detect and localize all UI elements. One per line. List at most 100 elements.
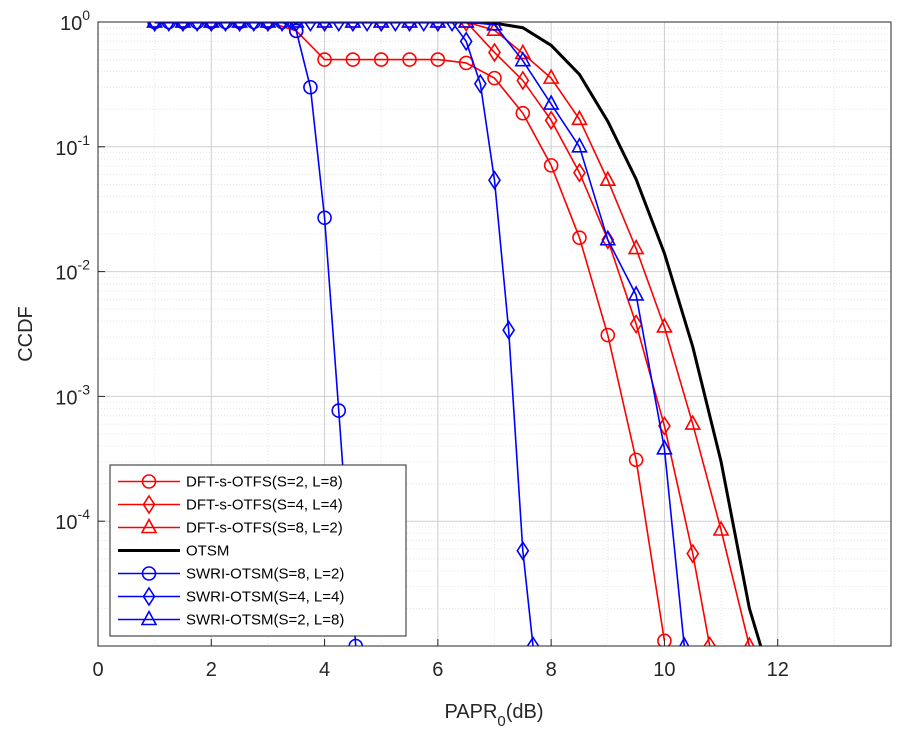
marker bbox=[303, 79, 318, 95]
marker bbox=[142, 494, 156, 515]
marker bbox=[203, 22, 219, 30]
marker bbox=[573, 162, 586, 183]
marker bbox=[429, 22, 447, 28]
marker bbox=[218, 22, 232, 32]
marker bbox=[473, 73, 487, 94]
y-tick-exp: 0 bbox=[82, 7, 90, 23]
marker bbox=[176, 22, 190, 32]
y-tick-label: 10-4 bbox=[55, 506, 90, 534]
marker bbox=[174, 22, 192, 28]
marker bbox=[317, 52, 332, 67]
marker bbox=[274, 22, 290, 30]
marker bbox=[516, 70, 530, 91]
y-tick-exp: -2 bbox=[78, 257, 91, 273]
marker bbox=[331, 403, 347, 418]
marker bbox=[232, 22, 247, 30]
marker bbox=[246, 22, 262, 30]
y-tick-exp: -1 bbox=[78, 132, 91, 148]
legend-label: SWRI-OTSM(S=2, L=8) bbox=[186, 612, 344, 629]
marker bbox=[348, 638, 364, 646]
marker bbox=[402, 52, 417, 67]
legend-label: SWRI-OTSM(S=8, L=2) bbox=[186, 566, 344, 583]
marker bbox=[259, 22, 277, 28]
series-line bbox=[154, 22, 686, 646]
marker bbox=[316, 22, 333, 28]
marker bbox=[488, 42, 501, 63]
marker bbox=[502, 320, 516, 341]
marker bbox=[142, 586, 156, 607]
marker bbox=[218, 22, 233, 30]
y-tick-label: 10-1 bbox=[55, 132, 90, 160]
marker bbox=[657, 415, 671, 436]
marker bbox=[141, 474, 157, 489]
marker bbox=[599, 170, 617, 186]
legend-label: DFT-s-OTFS(S=4, L=4) bbox=[186, 497, 343, 514]
plot-frame bbox=[97, 21, 892, 647]
x-axis-label: PAPR0(dB) bbox=[444, 701, 543, 730]
marker bbox=[360, 22, 374, 32]
marker bbox=[657, 633, 672, 646]
marker bbox=[346, 22, 360, 32]
marker bbox=[516, 540, 530, 561]
marker bbox=[140, 609, 158, 626]
marker bbox=[190, 22, 204, 32]
y-tick-base: 10 bbox=[60, 13, 82, 35]
legend: DFT-s-OTFS(S=2, L=8) DFT-s-OTFS(S=4, L=4)… bbox=[109, 464, 407, 637]
marker bbox=[161, 22, 177, 30]
y-tick-label: 10-2 bbox=[55, 257, 90, 285]
marker bbox=[572, 230, 587, 245]
legend-label: DFT-s-OTFS(S=8, L=2) bbox=[186, 520, 343, 537]
marker bbox=[542, 68, 560, 84]
marker bbox=[140, 517, 158, 534]
marker bbox=[401, 22, 418, 28]
marker bbox=[656, 317, 673, 333]
marker bbox=[202, 22, 220, 28]
marker bbox=[703, 636, 717, 646]
marker bbox=[287, 22, 305, 28]
marker bbox=[303, 22, 317, 32]
marker bbox=[141, 566, 157, 581]
marker bbox=[600, 327, 616, 343]
x-tick-label: 6 bbox=[432, 659, 443, 681]
marker bbox=[147, 22, 162, 30]
y-tick-base: 10 bbox=[55, 387, 77, 409]
marker bbox=[233, 22, 247, 32]
y-tick-exp: -3 bbox=[78, 381, 91, 397]
marker bbox=[431, 22, 445, 32]
marker bbox=[162, 22, 176, 32]
series-line bbox=[154, 22, 666, 641]
marker bbox=[261, 22, 275, 32]
marker bbox=[686, 543, 700, 564]
marker bbox=[514, 43, 532, 60]
marker bbox=[318, 22, 332, 32]
legend-label: DFT-s-OTFS(S=2, L=8) bbox=[186, 474, 343, 491]
x-tick-label: 12 bbox=[767, 659, 789, 681]
marker bbox=[628, 452, 644, 468]
marker bbox=[317, 210, 332, 226]
marker bbox=[542, 94, 560, 110]
x-tick-label: 4 bbox=[319, 659, 330, 681]
marker bbox=[417, 22, 431, 32]
series-line bbox=[154, 22, 763, 646]
y-tick-base: 10 bbox=[55, 138, 77, 160]
y-tick-base: 10 bbox=[55, 263, 77, 285]
marker bbox=[289, 22, 303, 32]
marker bbox=[204, 22, 218, 32]
marker bbox=[656, 439, 673, 455]
marker bbox=[146, 22, 163, 28]
marker bbox=[599, 230, 617, 246]
marker bbox=[679, 636, 690, 646]
marker bbox=[459, 22, 473, 32]
marker bbox=[430, 52, 446, 67]
marker bbox=[486, 22, 503, 31]
x-tick-label: 8 bbox=[546, 659, 557, 681]
marker bbox=[260, 22, 276, 30]
y-tick-label: 10-3 bbox=[55, 381, 90, 409]
y-tick-label: 100 bbox=[60, 7, 90, 35]
series-line bbox=[154, 22, 711, 646]
marker bbox=[744, 636, 755, 646]
marker bbox=[514, 50, 532, 67]
marker bbox=[487, 70, 502, 86]
